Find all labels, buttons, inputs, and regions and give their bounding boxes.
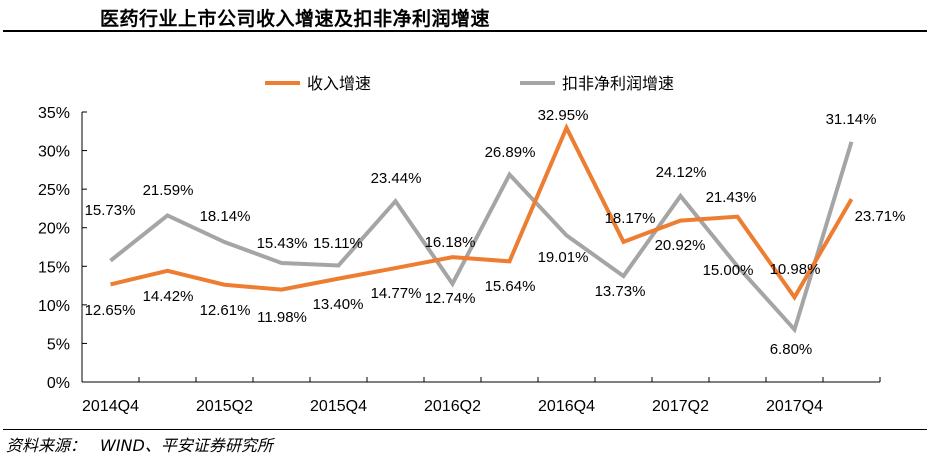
data-label: 14.42% — [143, 288, 194, 305]
data-label: 11.98% — [257, 309, 307, 326]
x-tick-label: 2016Q2 — [424, 398, 481, 415]
data-label: 21.59% — [143, 182, 194, 199]
data-label: 10.98% — [770, 261, 821, 278]
y-tick-label: 25% — [38, 182, 70, 199]
title-divider — [3, 30, 927, 32]
data-label: 23.44% — [371, 170, 422, 187]
data-label: 21.43% — [706, 189, 757, 206]
data-label: 31.14% — [826, 111, 877, 128]
data-label: 6.80% — [770, 341, 813, 358]
data-label: 23.71% — [855, 208, 906, 225]
data-label: 13.40% — [313, 296, 364, 313]
data-label: 15.43% — [257, 235, 308, 252]
series-line-profit — [109, 141, 854, 334]
source-label: 资料来源： — [6, 436, 87, 455]
x-tick-label: 2016Q4 — [538, 398, 595, 415]
y-tick-label: 15% — [38, 259, 70, 276]
data-label: 15.11% — [313, 235, 363, 252]
data-label: 14.77% — [371, 285, 422, 302]
data-label: 16.18% — [425, 234, 476, 251]
x-tick-label: 2017Q2 — [652, 398, 709, 415]
x-tick-label: 2014Q4 — [82, 398, 139, 415]
data-label: 18.17% — [605, 210, 656, 227]
y-tick-label: 10% — [38, 298, 70, 315]
data-label: 15.00% — [703, 262, 754, 279]
data-label: 15.64% — [485, 278, 536, 295]
x-tick-label: 2015Q2 — [196, 398, 253, 415]
x-tick-label: 2015Q4 — [310, 398, 367, 415]
legend-label-revenue: 收入增速 — [307, 75, 371, 93]
x-tick-label: 2017Q4 — [766, 398, 823, 415]
y-tick-label: 30% — [38, 144, 70, 161]
data-label: 12.74% — [425, 290, 476, 307]
y-tick-label: 35% — [38, 105, 70, 122]
chart-title: 医药行业上市公司收入增速及扣非净利润增速 — [100, 8, 491, 30]
series-line-revenue — [110, 123, 854, 301]
y-tick-label: 5% — [47, 336, 70, 353]
y-tick-label: 0% — [47, 375, 70, 392]
y-tick-label: 20% — [38, 221, 70, 238]
data-label: 19.01% — [538, 249, 589, 266]
source-text: WIND、平安证券研究所 — [100, 436, 273, 455]
data-label: 15.73% — [85, 202, 136, 219]
legend-label-profit: 扣非净利润增速 — [562, 75, 674, 93]
source-note: 资料来源： WIND、平安证券研究所 — [6, 432, 273, 456]
data-label: 24.12% — [656, 164, 707, 181]
data-label: 32.95% — [538, 107, 589, 124]
data-label: 12.65% — [85, 302, 136, 319]
data-label: 20.92% — [655, 237, 706, 254]
data-label: 26.89% — [485, 144, 536, 161]
footer-divider — [3, 429, 927, 430]
data-label: 18.14% — [200, 208, 251, 225]
data-label: 12.61% — [200, 302, 251, 319]
data-label: 13.73% — [595, 283, 646, 300]
